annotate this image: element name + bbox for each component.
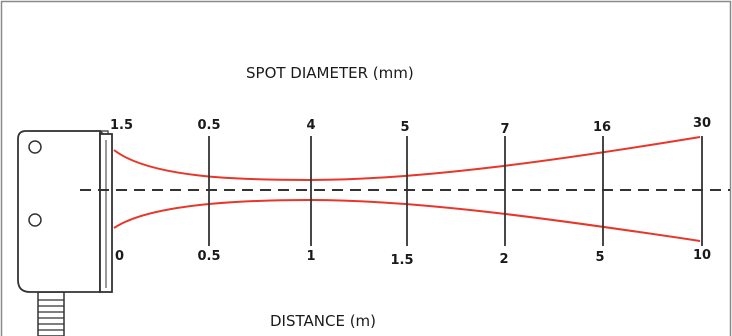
distance-label: 2 xyxy=(499,252,508,267)
sensor-device xyxy=(17,130,113,336)
mounting-hole-icon xyxy=(28,213,42,227)
spot-label: 0.5 xyxy=(197,118,220,133)
spot-diameter-caption: SPOT DIAMETER (mm) xyxy=(246,64,414,82)
spot-label: 7 xyxy=(500,122,509,137)
spot-label: 5 xyxy=(400,120,409,135)
distance-label: 5 xyxy=(595,250,604,265)
beam-upper-edge xyxy=(113,136,701,182)
spot-label: 1.5 xyxy=(110,118,133,133)
mounting-hole-icon xyxy=(28,140,42,154)
beam-lower-edge xyxy=(113,198,701,242)
spot-label: 4 xyxy=(306,118,315,133)
distance-label: 1.5 xyxy=(390,253,413,268)
measurement-lines xyxy=(208,136,703,246)
sensor-connector xyxy=(37,291,65,336)
distance-label: 1 xyxy=(306,249,315,264)
distance-label: 0 xyxy=(115,249,124,264)
spot-label: 16 xyxy=(593,120,611,135)
distance-label: 10 xyxy=(693,248,711,263)
distance-caption: DISTANCE (m) xyxy=(270,312,377,330)
sensor-body xyxy=(17,130,101,293)
distance-label: 0.5 xyxy=(197,249,220,264)
spot-label: 30 xyxy=(693,116,711,131)
